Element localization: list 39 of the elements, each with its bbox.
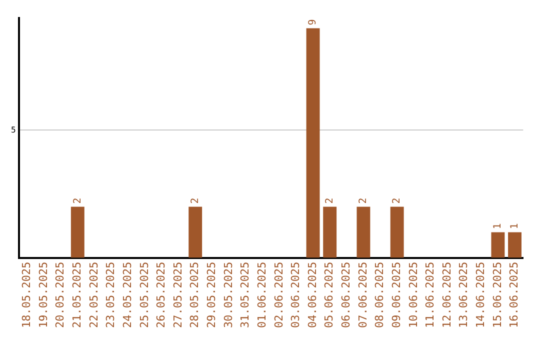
data-label: 1: [509, 223, 520, 230]
data-label: 2: [190, 198, 201, 204]
x-tick-label: 13.06.2025: [457, 262, 470, 328]
x-tick-label: 05.06.2025: [322, 262, 336, 328]
x-tick-label: 23.05.2025: [104, 262, 118, 328]
x-tick-label: 08.06.2025: [373, 262, 386, 328]
x-tick-label: 20.05.2025: [54, 262, 67, 328]
x-tick-label: 01.06.2025: [255, 262, 268, 328]
data-label: 2: [392, 198, 403, 204]
data-label: 2: [72, 198, 84, 204]
x-tick-label: 06.06.2025: [340, 262, 353, 328]
x-tick-label: 31.05.2025: [238, 262, 252, 328]
x-tick-label: 30.05.2025: [222, 262, 235, 328]
x-tick-label: 16.06.2025: [508, 262, 521, 328]
x-tick-label: 04.06.2025: [306, 262, 319, 328]
x-tick-label: 22.05.2025: [87, 262, 100, 328]
x-tick-label: 25.05.2025: [138, 262, 151, 328]
x-tick-label: 15.06.2025: [490, 262, 504, 328]
x-tick-label: 29.05.2025: [205, 262, 218, 328]
x-tick-label: 26.05.2025: [154, 262, 168, 328]
y-tick-label: 5: [10, 125, 16, 134]
x-tick-label: 11.06.2025: [424, 262, 437, 328]
x-tick-label: 14.06.2025: [474, 262, 487, 328]
x-tick-label: 18.05.2025: [20, 262, 34, 328]
x-tick-label: 28.05.2025: [188, 262, 202, 328]
x-tick-label: 07.06.2025: [356, 262, 370, 328]
x-tick-label: 21.05.2025: [70, 262, 84, 328]
x-tick-label: 09.06.2025: [390, 262, 403, 328]
x-tick-label: 19.05.2025: [36, 262, 50, 328]
data-label: 2: [358, 198, 370, 204]
data-label: 9: [308, 19, 319, 26]
x-tick-label: 12.06.2025: [440, 262, 454, 328]
x-tick-label: 02.06.2025: [272, 262, 286, 328]
x-tick-label: 24.05.2025: [120, 262, 134, 328]
x-tick-label: 10.06.2025: [406, 262, 420, 328]
data-label: 1: [492, 223, 504, 230]
x-tick-label: 27.05.2025: [171, 262, 184, 328]
data-label: 2: [324, 198, 336, 204]
x-tick-label: 03.06.2025: [289, 262, 302, 328]
